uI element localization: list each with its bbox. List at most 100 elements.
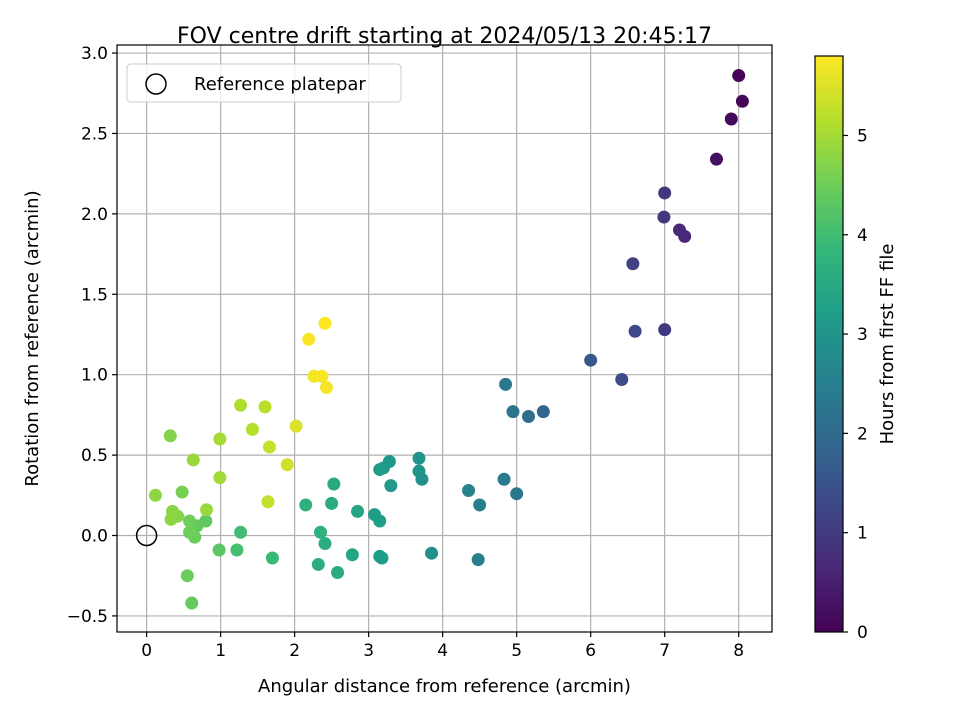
data-point	[724, 112, 738, 126]
data-point	[230, 543, 244, 557]
data-point	[200, 503, 214, 517]
x-tick-label: 7	[659, 641, 670, 661]
y-tick-label: −0.5	[67, 607, 108, 627]
colorbar-tick-label: 0	[857, 623, 868, 643]
x-tick-label: 4	[437, 641, 448, 661]
grid-lines	[117, 45, 772, 632]
y-axis-label: Rotation from reference (arcmin)	[22, 190, 43, 486]
data-point	[186, 453, 200, 467]
x-tick-label: 2	[289, 641, 300, 661]
data-point	[425, 546, 439, 560]
data-point	[471, 553, 485, 567]
data-point	[265, 551, 279, 565]
data-point	[183, 514, 197, 528]
data-point	[384, 479, 398, 493]
colorbar-tick-label: 2	[857, 424, 868, 444]
data-point	[318, 537, 332, 551]
data-point	[213, 432, 227, 446]
data-point	[175, 485, 189, 499]
data-point	[185, 596, 199, 610]
legend-box	[126, 63, 402, 103]
data-point	[462, 483, 476, 497]
data-point	[506, 405, 520, 419]
data-point	[325, 496, 339, 510]
data-point	[536, 405, 550, 419]
data-point	[497, 472, 511, 486]
data-point	[657, 210, 671, 224]
data-point	[262, 440, 276, 454]
colorbar-tick-label: 5	[857, 126, 868, 146]
data-point	[626, 257, 640, 271]
data-point	[311, 557, 325, 571]
y-tick-label: 0.0	[81, 527, 108, 547]
data-point	[331, 565, 345, 579]
colorbar-label: Hours from first FF file	[877, 244, 898, 445]
data-point	[709, 152, 723, 166]
data-point	[510, 487, 524, 501]
x-axis-ticks: 0 1 2 3 4 5 6 7 8	[141, 632, 744, 661]
x-tick-label: 5	[511, 641, 522, 661]
data-point	[314, 525, 328, 539]
data-point	[678, 229, 692, 243]
data-point	[289, 419, 303, 433]
x-tick-label: 6	[585, 641, 596, 661]
reference-point	[135, 524, 158, 547]
colorbar: 0 1 2 3 4 5 Hours from first FF file	[814, 55, 898, 643]
y-tick-label: 0.5	[81, 446, 108, 466]
data-point	[234, 525, 248, 539]
data-point	[327, 477, 341, 491]
reference-marker	[135, 524, 158, 547]
data-point	[375, 551, 389, 565]
data-point	[373, 514, 387, 528]
y-tick-label: 2.0	[81, 205, 108, 225]
data-point	[412, 451, 426, 465]
legend-reference-marker	[145, 73, 167, 95]
data-point	[212, 543, 226, 557]
data-point	[345, 548, 359, 562]
data-point	[234, 398, 248, 412]
data-point	[148, 488, 162, 502]
y-tick-label: 2.5	[81, 124, 108, 144]
data-point	[315, 369, 329, 383]
data-point	[164, 512, 178, 526]
data-point	[302, 332, 316, 346]
data-point	[163, 429, 177, 443]
data-point	[615, 373, 629, 387]
colorbar-tick-label: 4	[857, 226, 868, 246]
data-point	[280, 458, 294, 472]
data-point	[299, 498, 313, 512]
data-point	[499, 377, 513, 391]
colorbar-tick-label: 3	[857, 325, 868, 345]
data-point	[522, 409, 536, 423]
data-point	[628, 324, 642, 338]
data-point	[318, 316, 332, 330]
data-point	[732, 69, 746, 83]
y-tick-label: 3.0	[81, 44, 108, 64]
data-point	[180, 569, 194, 583]
colorbar-ticks: 0 1 2 3 4 5	[843, 126, 868, 643]
data-point	[183, 525, 197, 539]
data-point	[261, 495, 275, 509]
x-tick-label: 3	[363, 641, 374, 661]
colorbar-gradient	[814, 55, 844, 633]
data-point	[213, 471, 227, 485]
y-axis-ticks: −0.5 0.0 0.5 1.0 1.5 2.0 2.5 3.0	[67, 44, 117, 627]
data-point	[245, 422, 259, 436]
x-tick-label: 0	[141, 641, 152, 661]
y-tick-label: 1.5	[81, 285, 108, 305]
data-point	[735, 94, 749, 108]
data-point	[373, 463, 387, 477]
x-tick-label: 8	[733, 641, 744, 661]
data-point	[351, 504, 365, 518]
legend: Reference platepar	[126, 63, 402, 103]
data-point	[258, 400, 272, 414]
data-point	[584, 353, 598, 367]
data-point	[473, 498, 487, 512]
x-axis-label: Angular distance from reference (arcmin)	[258, 676, 631, 697]
data-point	[415, 472, 429, 486]
data-points	[148, 69, 749, 610]
data-point	[658, 186, 672, 200]
plot-frame	[116, 44, 773, 633]
x-tick-label: 1	[215, 641, 226, 661]
